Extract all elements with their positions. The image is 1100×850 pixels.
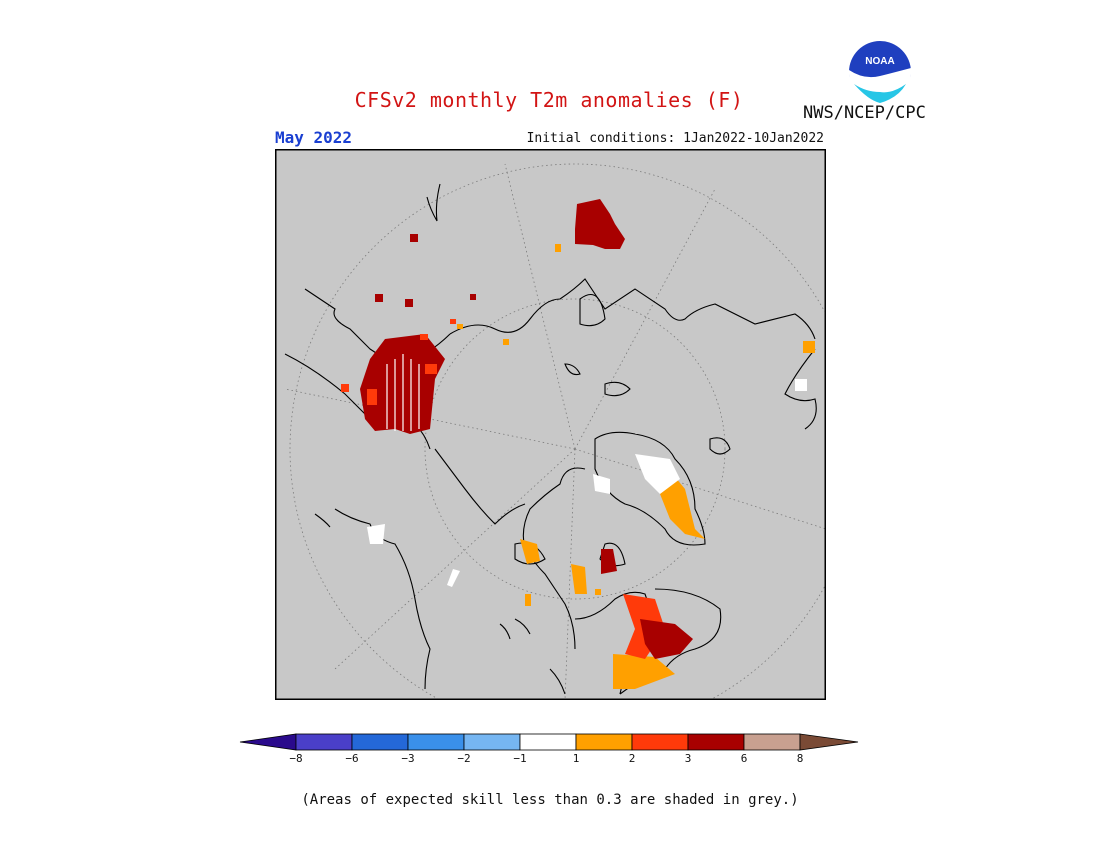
legend-bin — [519, 733, 577, 751]
anomaly-small-1 — [375, 294, 383, 302]
neutral-4 — [795, 379, 807, 391]
anomaly-small-10 — [803, 341, 815, 353]
neutral-3 — [447, 569, 460, 587]
anomaly-small-12 — [595, 589, 601, 595]
legend-bin — [687, 733, 745, 751]
anomaly-hudson-3to6 — [640, 619, 693, 659]
anomaly-russia-2to3 — [367, 334, 437, 405]
anomaly-small-8 — [555, 244, 561, 252]
neutral-2 — [367, 524, 385, 544]
neutral-1 — [593, 474, 610, 494]
anomaly-small-4 — [470, 294, 476, 300]
legend-tick-label: 8 — [797, 752, 804, 765]
anomaly-small-9 — [503, 339, 509, 345]
skill-note: (Areas of expected skill less than 0.3 a… — [301, 792, 799, 808]
legend-tick-label: −1 — [513, 752, 526, 765]
map-background — [275, 149, 826, 700]
anomaly-small-7 — [457, 324, 463, 329]
noaa-logo: NOAA — [849, 41, 911, 104]
anomaly-arctic-3to6 — [575, 199, 625, 249]
anomaly-small-3 — [410, 234, 418, 242]
graticule — [284, 163, 826, 700]
anomaly-small-11 — [525, 594, 531, 606]
anomaly-small-5 — [450, 319, 456, 324]
initial-conditions: Initial conditions: 1Jan2022-10Jan2022 — [526, 131, 824, 146]
legend-bin — [743, 733, 801, 751]
legend-tick-label: −2 — [457, 752, 470, 765]
anomaly-small-6 — [341, 384, 349, 392]
legend-bin — [295, 733, 353, 751]
anomaly-russia-hatch — [386, 354, 420, 431]
legend-tick-label: 6 — [741, 752, 748, 765]
polar-map — [275, 149, 826, 700]
forecast-month: May 2022 — [275, 128, 353, 147]
legend-bin — [407, 733, 465, 751]
logo-text: NOAA — [865, 56, 894, 67]
anomaly-canada-1to2 — [571, 564, 587, 594]
anomaly-small-2 — [405, 299, 413, 307]
legend-arrow-right — [799, 733, 859, 751]
legend-tick-label: −8 — [289, 752, 302, 765]
legend-tick-label: −6 — [345, 752, 358, 765]
map-title: CFSv2 monthly T2m anomalies (F) — [354, 88, 744, 112]
agency-label: NWS/NCEP/CPC — [803, 103, 926, 123]
legend-arrow-left — [239, 733, 297, 751]
legend-bin — [575, 733, 633, 751]
neutral-scandinavia — [635, 454, 680, 494]
legend-tick-label: 1 — [573, 752, 580, 765]
anomaly-patches — [341, 199, 815, 689]
anomaly-greenland-3to6 — [601, 549, 617, 574]
legend-tick-label: −3 — [401, 752, 414, 765]
color-legend: −8 −6 −3 −2 −1 1 2 3 6 8 — [239, 733, 859, 765]
legend-bin — [631, 733, 689, 751]
legend-bin — [463, 733, 521, 751]
legend-tick-label: 2 — [629, 752, 636, 765]
anomaly-greenland-1to2 — [520, 539, 540, 564]
legend-tick-label: 3 — [685, 752, 692, 765]
map-frame — [275, 149, 826, 700]
anomaly-us-1to2 — [613, 654, 675, 689]
legend-bin — [351, 733, 409, 751]
